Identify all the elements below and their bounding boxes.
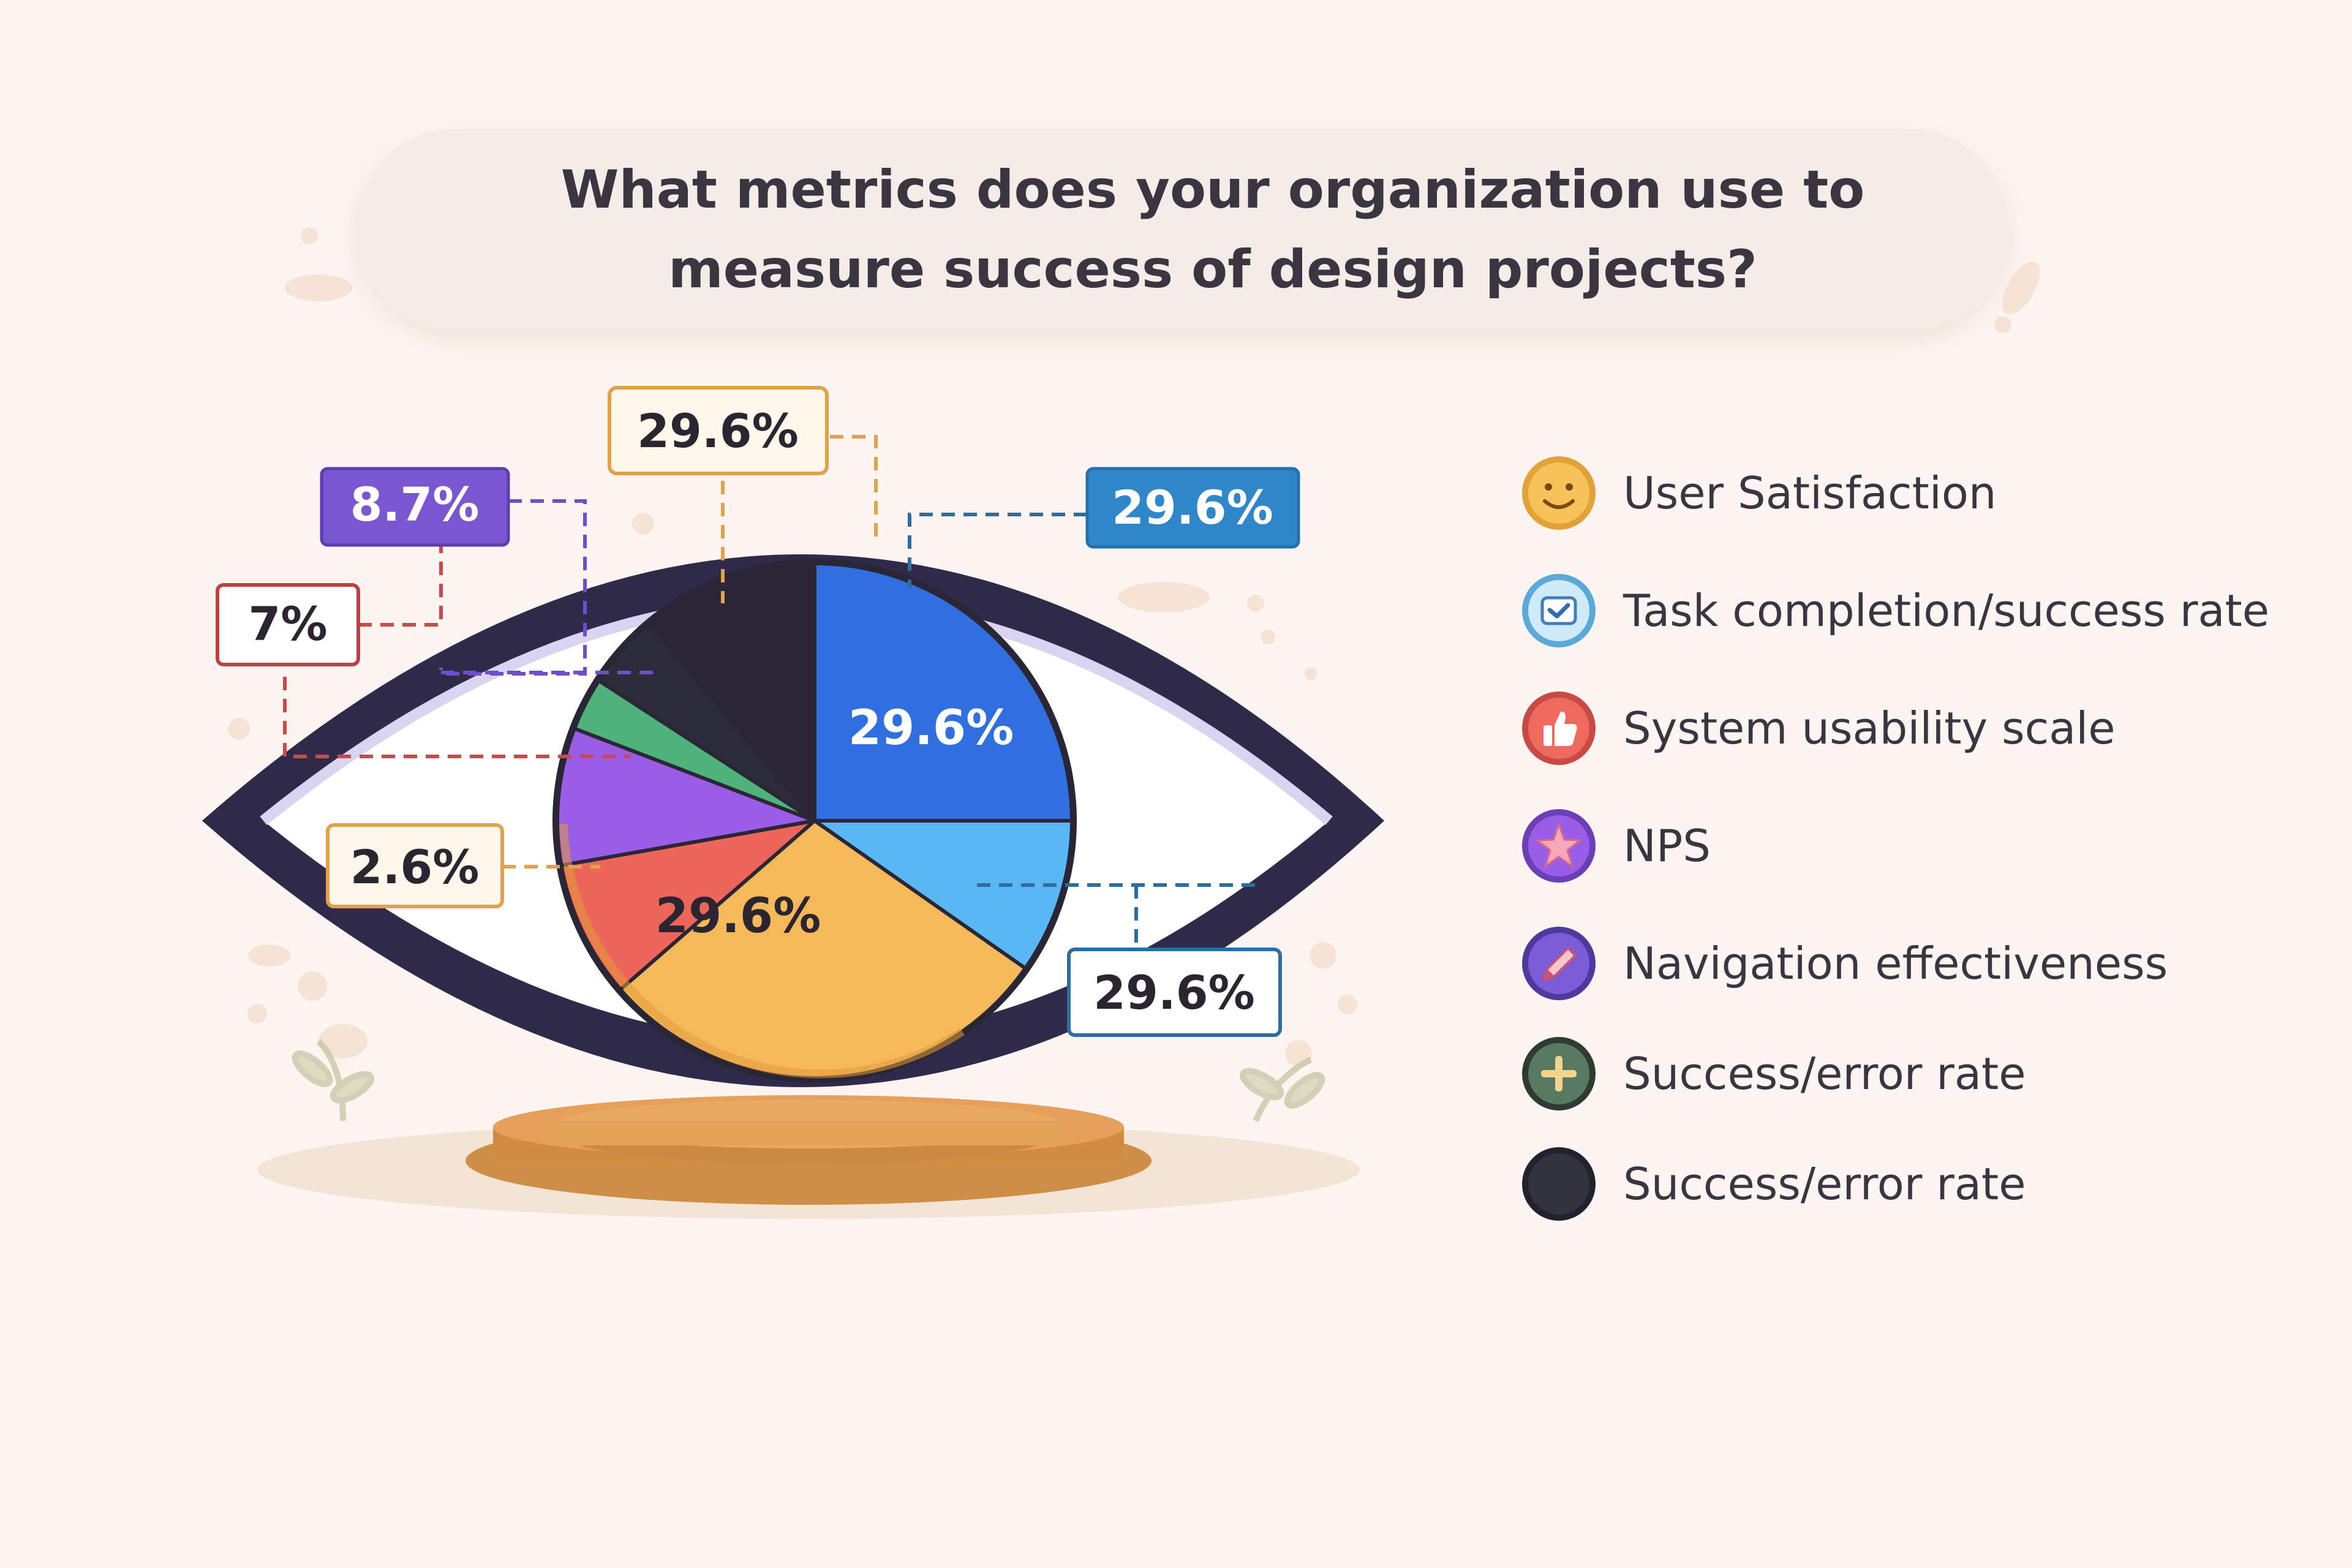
legend-label: User Satisfaction bbox=[1623, 467, 1997, 519]
plant-decor bbox=[292, 1039, 1325, 1122]
legend-label: System usability scale bbox=[1623, 703, 2116, 754]
callout-2-6-text: 2.6% bbox=[350, 840, 480, 894]
leader-line-29-6-top bbox=[830, 435, 878, 542]
star-icon bbox=[1522, 809, 1596, 883]
legend-label: Success/error rate bbox=[1623, 1048, 2026, 1099]
legend-label: Task completion/success rate bbox=[1623, 585, 2270, 636]
callout-7-text: 7% bbox=[248, 597, 327, 651]
pie-rim-shade bbox=[559, 823, 965, 1079]
title-pill bbox=[355, 129, 2009, 331]
leader-line-29-6-right bbox=[908, 513, 1087, 588]
pie bbox=[552, 559, 1077, 1083]
chart-title: What metrics does your organization use … bbox=[560, 159, 1865, 300]
legend-item-system-usability-scale: System usability scale bbox=[1519, 685, 2334, 771]
callout-8-7-text: 8.7% bbox=[350, 477, 480, 532]
callout-29-6-top-text: 29.6% bbox=[637, 404, 799, 458]
legend-label: Navigation effectiveness bbox=[1623, 938, 2168, 989]
legend-item-nps: NPS bbox=[1519, 803, 2334, 889]
callout-29-6-bottom: 29.6% bbox=[1067, 948, 1282, 1037]
legend-label: Success/error rate bbox=[1623, 1158, 2026, 1210]
legend-item-success-error-rate-dark: Success/error rate bbox=[1519, 1141, 2334, 1227]
callout-29-6-bottom-text: 29.6% bbox=[1093, 965, 1255, 1020]
slice-label-blue: 29.6% bbox=[848, 701, 1014, 756]
callout-29-6-top: 29.6% bbox=[608, 386, 829, 475]
pie-slice bbox=[559, 819, 816, 992]
checkbox-icon bbox=[1522, 574, 1596, 647]
pie-slice bbox=[556, 726, 816, 867]
leader-line-7 bbox=[358, 539, 443, 627]
leader-line-7-b bbox=[283, 677, 631, 758]
legend-item-success-error-rate-green: Success/error rate bbox=[1519, 1031, 2334, 1117]
leader-lines bbox=[283, 435, 1262, 949]
legend-label: NPS bbox=[1623, 820, 1711, 872]
callout-29-6-right: 29.6% bbox=[1085, 467, 1300, 549]
slice-label-yellow: 29.6% bbox=[655, 889, 821, 944]
pencil-icon bbox=[1522, 927, 1596, 1000]
callout-29-6-right-text: 29.6% bbox=[1112, 480, 1273, 535]
thumbs-up-icon bbox=[1522, 692, 1596, 765]
pie-slice bbox=[813, 819, 1074, 970]
dark-circle-icon bbox=[1522, 1147, 1596, 1221]
pedestal bbox=[257, 1095, 1360, 1219]
legend: User Satisfaction Task completion/succes… bbox=[1519, 450, 2334, 1251]
callout-8-7: 8.7% bbox=[320, 467, 510, 547]
pie-slice bbox=[813, 562, 1074, 823]
legend-item-task-completion: Task completion/success rate bbox=[1519, 568, 2334, 654]
legend-item-navigation-effectiveness: Navigation effectiveness bbox=[1519, 921, 2334, 1006]
plus-icon bbox=[1522, 1037, 1596, 1110]
callout-2-6: 2.6% bbox=[326, 823, 504, 908]
smiley-icon bbox=[1522, 456, 1596, 530]
callout-7: 7% bbox=[216, 583, 360, 666]
legend-item-user-satisfaction: User Satisfaction bbox=[1519, 450, 2334, 536]
